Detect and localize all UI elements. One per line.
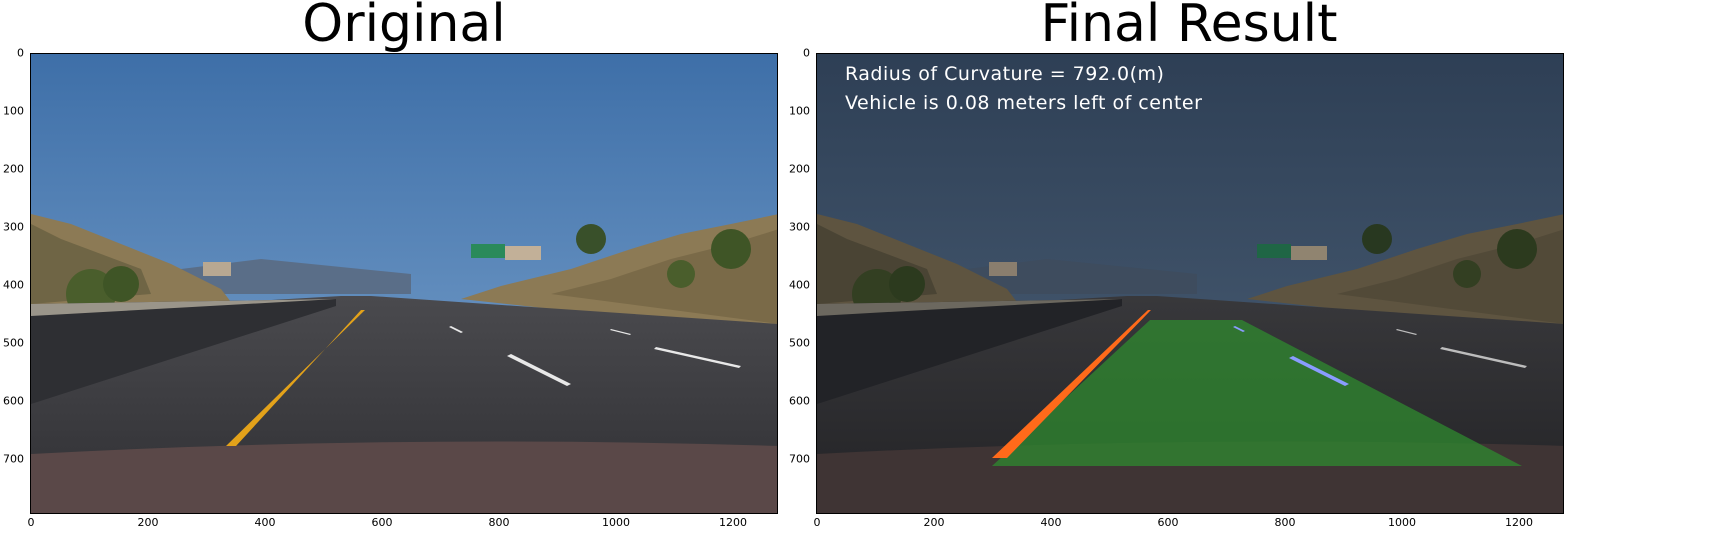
y-tick: 400 [3,278,24,292]
original-image [30,53,778,514]
left-panel-title: Original [302,0,506,54]
y-tick: 600 [789,394,810,408]
x-tick: 200 [137,516,159,529]
y-tick: 100 [3,104,24,118]
y-tick: 700 [3,452,24,466]
x-tick: 0 [813,516,821,529]
y-tick: 0 [17,46,24,60]
y-tick: 200 [3,162,24,176]
x-tick: 400 [1040,516,1062,529]
x-tick: 400 [254,516,276,529]
x-tick: 1000 [602,516,630,529]
y-tick: 200 [789,162,810,176]
y-tick: 0 [803,46,810,60]
x-tick: 600 [371,516,393,529]
right-panel-title: Final Result [1040,0,1338,54]
x-tick: 800 [488,516,510,529]
x-tick: 200 [923,516,945,529]
x-tick: 600 [1157,516,1179,529]
y-tick: 700 [789,452,810,466]
x-tick: 0 [27,516,35,529]
y-tick: 500 [3,336,24,350]
y-tick: 500 [789,336,810,350]
y-tick: 400 [789,278,810,292]
y-tick: 100 [789,104,810,118]
curvature-text: Radius of Curvature = 792.0(m) [845,63,1165,85]
y-tick: 600 [3,394,24,408]
x-tick: 1000 [1388,516,1416,529]
offset-text: Vehicle is 0.08 meters left of center [845,92,1203,114]
final-result-image: Radius of Curvature = 792.0(m) Vehicle i… [816,53,1564,514]
y-tick: 300 [3,220,24,234]
x-tick: 1200 [1505,516,1533,529]
x-tick: 800 [1274,516,1296,529]
x-tick: 1200 [719,516,747,529]
y-tick: 300 [789,220,810,234]
